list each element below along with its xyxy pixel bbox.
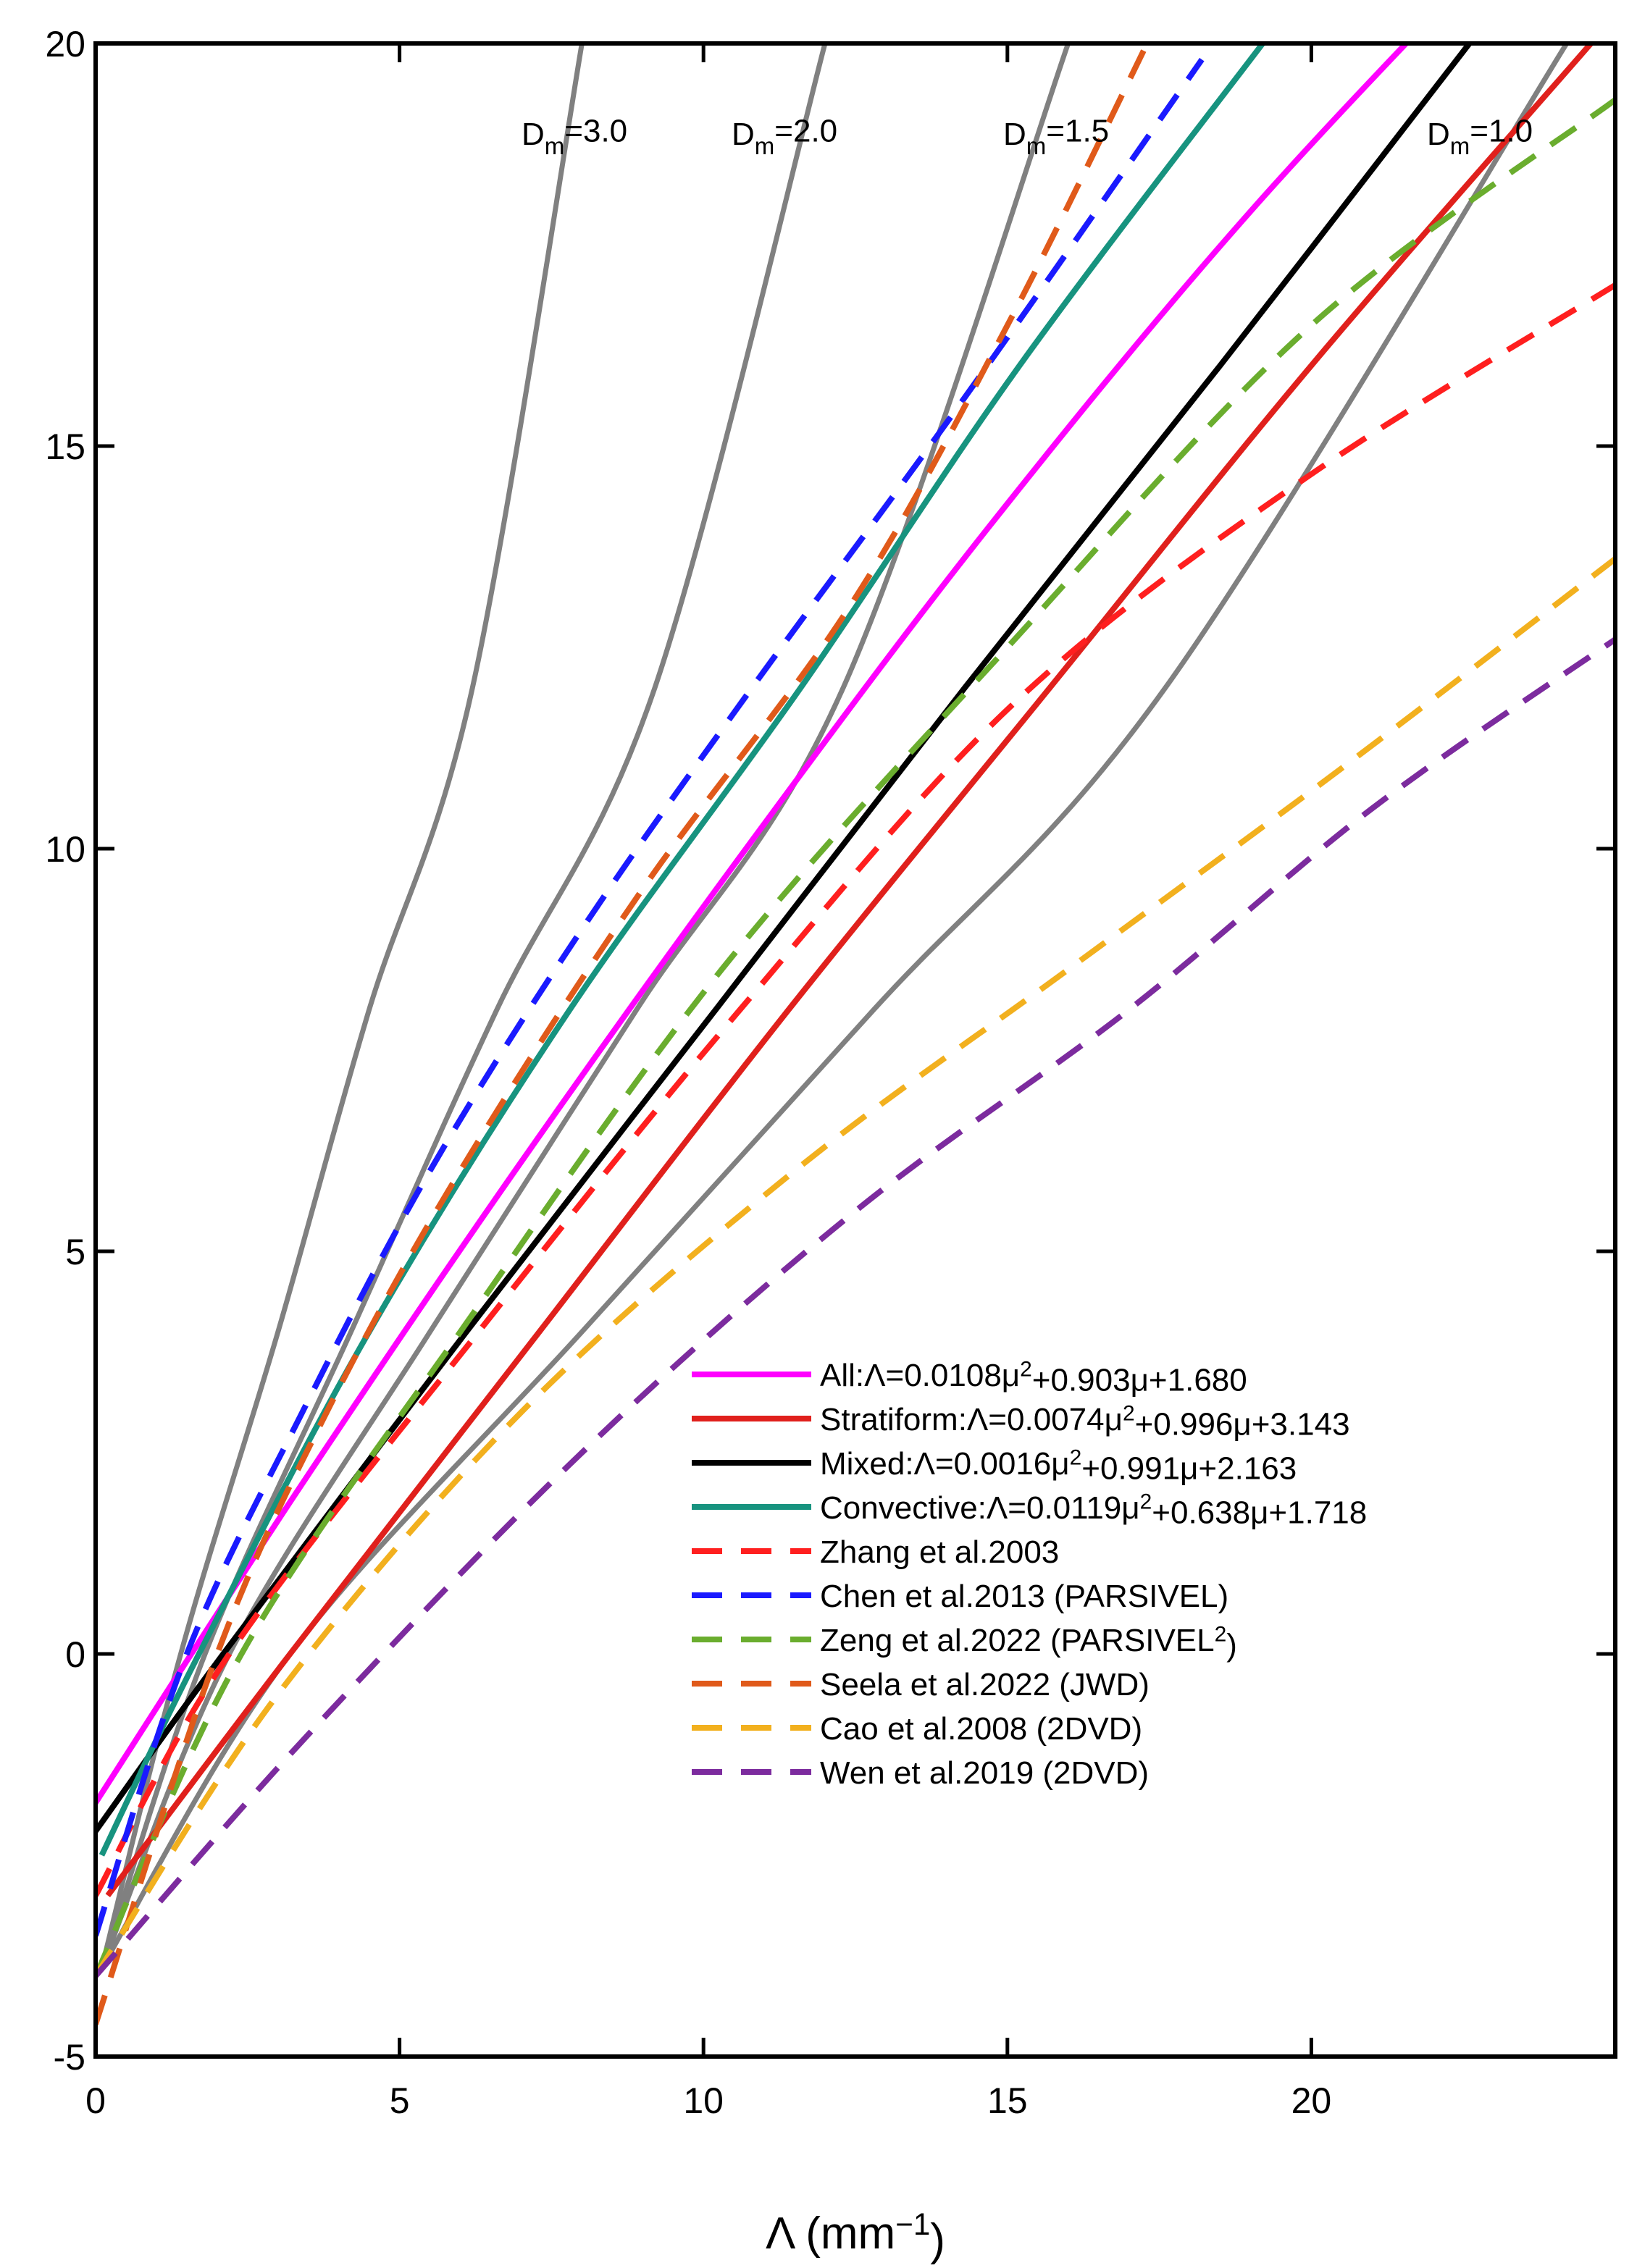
- y-tick-label: -5: [54, 2037, 85, 2078]
- legend-label: Cao et al.2008 (2DVD): [820, 1711, 1142, 1747]
- superscript: 2: [1070, 1446, 1082, 1470]
- plot-frame: [93, 41, 1617, 2059]
- text-run: Cao et al.2008 (2DVD): [820, 1711, 1142, 1747]
- legend-label: Stratiform:Λ=0.0074μ2+0.996μ+3.143: [820, 1402, 1350, 1442]
- legend-label: Zeng et al.2022 (PARSIVEL2): [820, 1623, 1237, 1663]
- y-tick-label: 15: [45, 427, 85, 467]
- series-line-stratiform-0-0074-0-996-3-143: [105, 43, 1594, 1898]
- dm-label-base: D: [1427, 117, 1450, 152]
- superscript: 2: [1123, 1402, 1135, 1426]
- legend-label: All:Λ=0.0108μ2+0.903μ+1.680: [820, 1358, 1247, 1398]
- dm-label-2: Dm=1.5: [1003, 114, 1109, 160]
- text-run: ): [1226, 1627, 1237, 1663]
- dm-label-base: D: [732, 117, 755, 152]
- dm-curve-1: [99, 43, 828, 1969]
- legend-label: Convective:Λ=0.0119μ2+0.638μ+1.718: [820, 1490, 1367, 1531]
- series-line-convective-0-0119-0-638-1-718: [99, 43, 1265, 1857]
- x-tick-label: 20: [1291, 2080, 1332, 2121]
- legend-label: Zhang et al.2003: [820, 1534, 1059, 1570]
- dm-label-0: Dm=3.0: [522, 114, 627, 160]
- dm-label-sub: m: [1026, 133, 1047, 159]
- dm-label-value: =1.5: [1046, 114, 1109, 149]
- legend-label: Wen et al.2019 (2DVD): [820, 1755, 1149, 1791]
- y-tick-label: 10: [45, 829, 85, 870]
- dm-label-3: Dm=1.0: [1427, 114, 1533, 160]
- legend-label: Seela et al.2022 (JWD): [820, 1667, 1150, 1702]
- text-run: Λ (mm: [766, 2209, 895, 2259]
- y-tick-label: 5: [65, 1232, 85, 1272]
- series-line-zhang-et-al-2003: [96, 282, 1615, 1897]
- x-axis-title: Λ (mm−1): [766, 2207, 945, 2265]
- text-run: Zeng et al.2022 (PARSIVEL: [820, 1623, 1215, 1658]
- series-lines: [96, 43, 1615, 2025]
- superscript: 2: [1020, 1358, 1032, 1382]
- x-tick-label: 5: [390, 2080, 410, 2121]
- dm-label-value: =3.0: [564, 114, 627, 149]
- text-run: Stratiform:Λ=0.0074μ: [820, 1402, 1123, 1437]
- text-run: Mixed:Λ=0.0016μ: [820, 1446, 1070, 1482]
- text-run: +0.638μ+1.718: [1152, 1495, 1367, 1530]
- legend: All:Λ=0.0108μ2+0.903μ+1.680Stratiform:Λ=…: [692, 1358, 1367, 1791]
- dm-label-base: D: [1003, 117, 1026, 152]
- x-tick-label: 10: [683, 2080, 724, 2121]
- dm-label-value: =1.0: [1470, 114, 1533, 149]
- superscript: 2: [1215, 1623, 1227, 1647]
- text-run: Zhang et al.2003: [820, 1534, 1059, 1570]
- dm-label-sub: m: [755, 133, 775, 159]
- dm-label-value: =2.0: [774, 114, 837, 149]
- superscript: −1: [895, 2207, 930, 2241]
- y-tick-label: 20: [45, 24, 85, 64]
- text-run: Wen et al.2019 (2DVD): [820, 1755, 1149, 1791]
- superscript: 2: [1140, 1490, 1152, 1514]
- x-tick-label: 0: [85, 2080, 106, 2121]
- dm-labels: Dm=3.0 Dm=2.0 Dm=1.5 Dm=1.0: [522, 114, 1533, 160]
- text-run: Convective:Λ=0.0119μ: [820, 1490, 1140, 1526]
- text-run: All:Λ=0.0108μ: [820, 1358, 1020, 1393]
- legend-label: Chen et al.2013 (PARSIVEL): [820, 1579, 1228, 1614]
- legend-label: Mixed:Λ=0.0016μ2+0.991μ+2.163: [820, 1446, 1297, 1487]
- text-run: +0.903μ+1.680: [1032, 1362, 1247, 1398]
- series-line-zeng-et-al-2022-parsivel: [96, 97, 1615, 1978]
- dm-label-1: Dm=2.0: [732, 114, 837, 160]
- y-tick-label: 0: [65, 1634, 85, 1675]
- series-line-all-0-0108-0-903-1-680: [96, 43, 1410, 1808]
- text-run: +0.991μ+2.163: [1081, 1450, 1297, 1486]
- dm-label-sub: m: [545, 133, 565, 159]
- text-run: Chen et al.2013 (PARSIVEL): [820, 1579, 1228, 1614]
- dm-label-base: D: [522, 117, 545, 152]
- text-run: Seela et al.2022 (JWD): [820, 1667, 1150, 1702]
- dm-label-sub: m: [1450, 133, 1470, 159]
- text-run: +0.996μ+3.143: [1135, 1406, 1350, 1442]
- series-line-wen-et-al-2019-2dvd: [96, 637, 1615, 1978]
- series-line-seela-et-al-2022-jwd: [96, 43, 1150, 2025]
- series-line-mixed-0-0016-0-991-2-163: [96, 43, 1472, 1833]
- series-line-cao-et-al-2008-2dvd: [96, 556, 1615, 1978]
- text-run: ): [930, 2215, 945, 2265]
- x-tick-label: 15: [987, 2080, 1028, 2121]
